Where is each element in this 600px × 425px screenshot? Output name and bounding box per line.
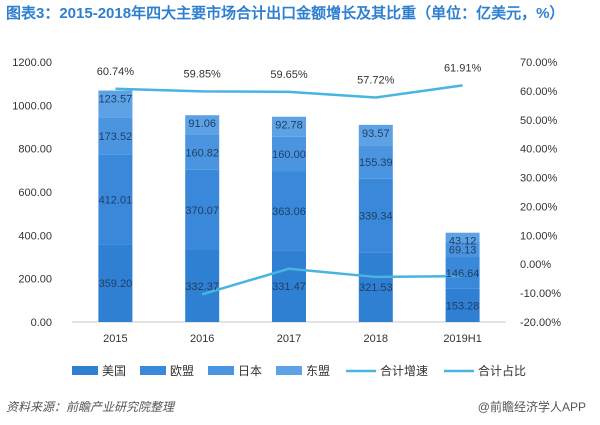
bar-2-4 [445, 242, 480, 258]
bar-2-1 [185, 134, 220, 170]
left-axis: 0.00 200.00 400.00 600.00 800.00 1000.00 1200.… [12, 57, 52, 329]
line-growth [201, 267, 463, 296]
share-value-label: 59.65% [270, 69, 308, 81]
brand-note: @前瞻经济学人APP [477, 400, 586, 414]
legend-label: 美国 [102, 364, 126, 378]
bar-value-label: 146.64 [446, 268, 480, 280]
bar-value-label: 69.13 [449, 245, 477, 257]
bar-value-label: 331.47 [272, 281, 306, 293]
bar-3-0 [98, 90, 133, 118]
bar-1-1 [185, 169, 220, 250]
right-tick-label: 70.00% [520, 57, 558, 69]
right-tick-label: 60.00% [520, 86, 558, 98]
legend-swatch [72, 366, 98, 375]
bar-value-label: 160.00 [272, 149, 306, 161]
bar-1-0 [98, 154, 133, 245]
series-lines [115, 84, 463, 296]
legend-label: 合计占比 [478, 363, 526, 378]
bar-2-3 [358, 145, 393, 179]
bar-3-2 [272, 116, 306, 137]
bar-value-label: 155.39 [359, 157, 393, 169]
share-value-label: 61.91% [444, 62, 482, 74]
left-tick-label: 1200.00 [12, 57, 52, 69]
share-value-label: 57.72% [357, 74, 395, 86]
legend-label: 欧盟 [170, 364, 194, 378]
bar-1-2 [272, 171, 306, 251]
x-tick-label: 2015 [103, 333, 127, 345]
left-tick-label: 600.00 [18, 187, 52, 199]
bar-value-label: 339.34 [359, 211, 393, 223]
share-value-label: 59.85% [184, 68, 222, 80]
data-labels: 359.20 412.01 173.52 123.57 332.37 370.07 160.… [97, 62, 482, 312]
bar-value-label: 160.82 [185, 147, 219, 159]
right-tick-label: -20.00% [520, 317, 561, 329]
legend-label: 合计增速 [380, 363, 428, 378]
left-tick-label: 1000.00 [12, 100, 52, 112]
x-axis: 2015 2016 2017 2018 2019H1 [103, 333, 482, 345]
bar-0-3 [358, 252, 393, 322]
bar-value-label: 173.52 [99, 131, 133, 143]
left-tick-label: 200.00 [18, 274, 52, 286]
right-tick-label: 10.00% [520, 230, 558, 242]
x-tick-label: 2017 [277, 333, 301, 345]
bar-value-label: 363.06 [272, 206, 306, 218]
bar-value-label: 321.53 [359, 282, 393, 294]
right-tick-label: 0.00% [520, 259, 551, 271]
legend-swatch [208, 366, 234, 375]
right-tick-label: -10.00% [520, 288, 561, 300]
bar-value-label: 91.06 [188, 118, 216, 130]
bar-value-label: 43.12 [449, 236, 477, 248]
bar-3-3 [358, 124, 393, 146]
bar-value-label: 359.20 [99, 278, 133, 290]
bar-value-label: 370.07 [185, 205, 219, 217]
bar-value-label: 123.57 [99, 94, 133, 106]
left-tick-label: 400.00 [18, 230, 52, 242]
right-tick-label: 40.00% [520, 144, 558, 156]
bar-0-2 [272, 250, 306, 322]
legend-swatch [140, 366, 166, 375]
x-tick-label: 2016 [190, 333, 214, 345]
share-value-label: 60.74% [97, 66, 135, 78]
bar-2-2 [272, 136, 306, 172]
bar-value-label: 153.28 [446, 300, 480, 312]
bar-1-3 [358, 178, 393, 253]
bar-value-label: 412.01 [99, 195, 133, 207]
chart-title: 图表3：2015-2018年四大主要市场合计出口金额增长及其比重（单位：亿美元，… [6, 5, 565, 22]
bar-value-label: 332.37 [185, 281, 219, 293]
bar-1-4 [445, 257, 480, 289]
legend: 美国 欧盟 日本 东盟 合计增速 合计占比 [72, 363, 526, 378]
bar-value-label: 92.78 [275, 120, 303, 132]
x-tick-label: 2019H1 [443, 333, 482, 345]
bar-0-1 [185, 249, 220, 322]
left-tick-label: 800.00 [18, 144, 52, 156]
bars [98, 90, 480, 322]
right-tick-label: 20.00% [520, 201, 558, 213]
bar-0-0 [98, 244, 133, 322]
right-tick-label: 30.00% [520, 173, 558, 185]
right-axis: -20.00% -10.00% 0.00% 10.00% 20.00% 30.00% 40.… [520, 57, 561, 329]
left-tick-label: 0.00 [31, 317, 52, 329]
x-tick-label: 2018 [364, 333, 388, 345]
line-share [115, 84, 463, 99]
legend-label: 日本 [238, 364, 262, 378]
bar-value-label: 93.57 [362, 128, 390, 140]
legend-label: 东盟 [306, 364, 330, 378]
bar-0-4 [445, 288, 480, 322]
bar-3-1 [185, 115, 220, 135]
source-note: 资料来源：前瞻产业研究院整理 [6, 400, 175, 414]
bar-2-0 [98, 117, 133, 155]
bar-3-4 [445, 232, 480, 243]
legend-swatch [276, 366, 302, 375]
right-tick-label: 50.00% [520, 115, 558, 127]
